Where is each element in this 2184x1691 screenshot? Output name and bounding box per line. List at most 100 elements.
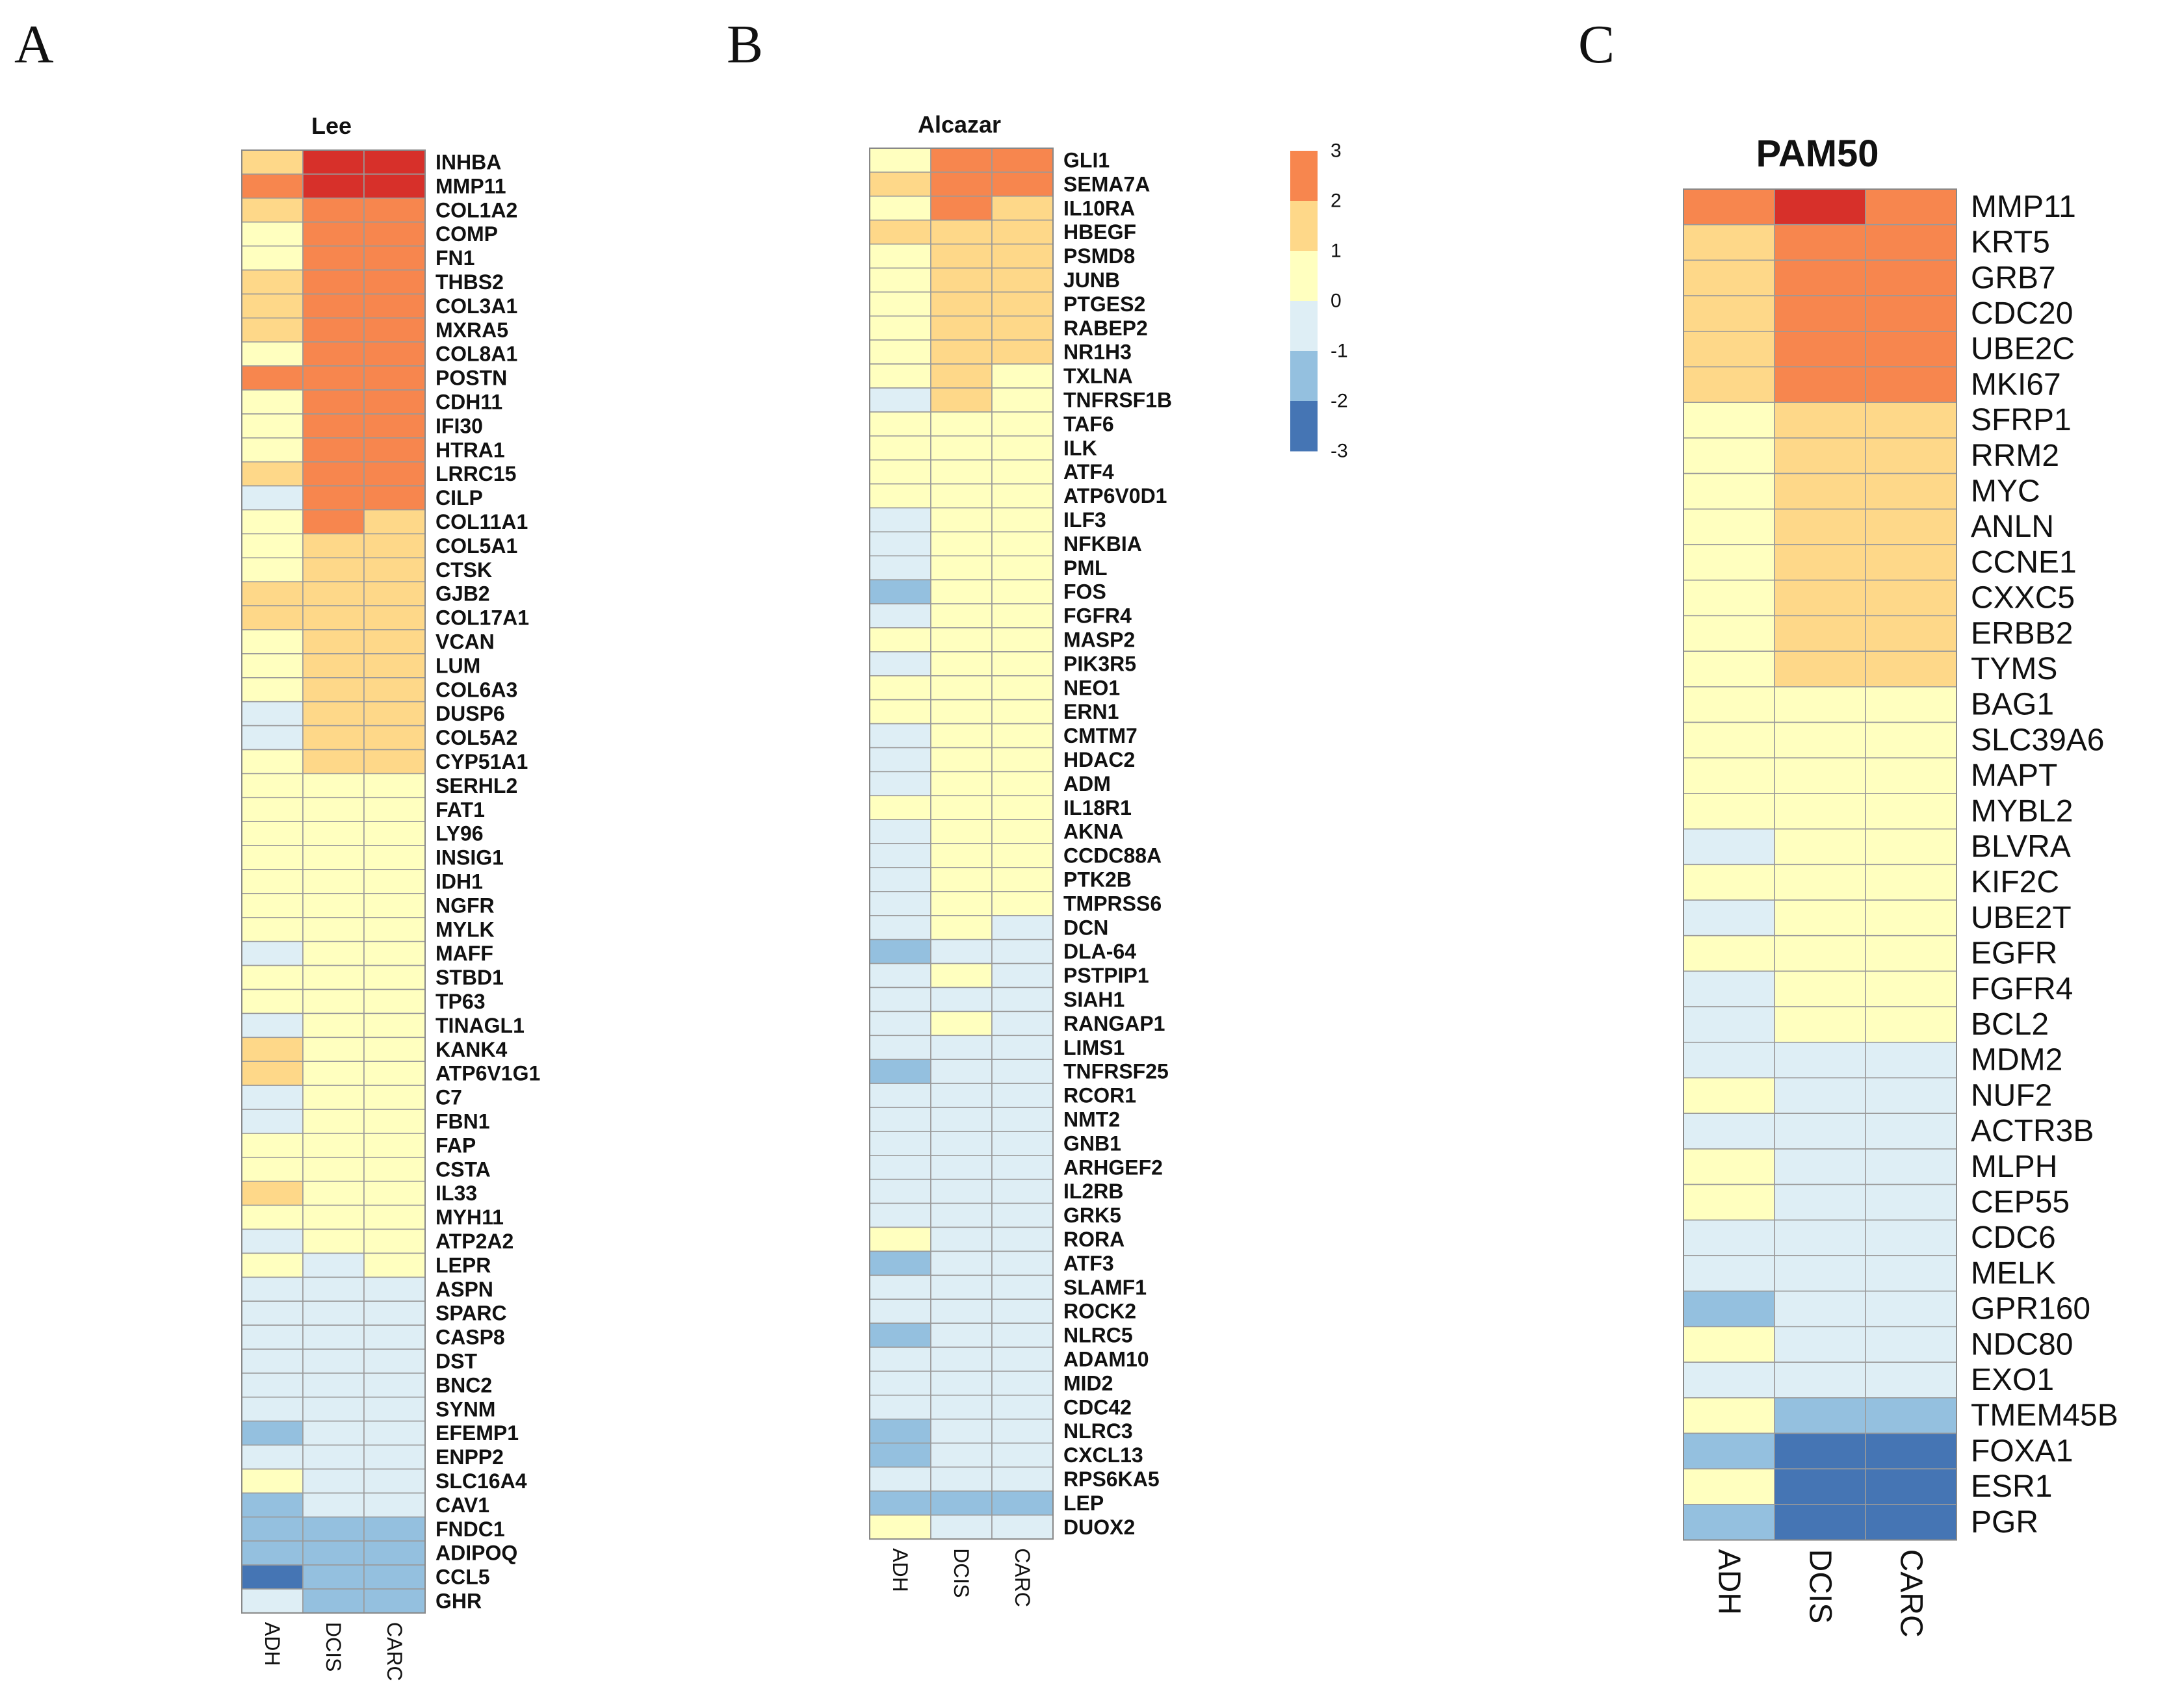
heatmap-cell	[1683, 402, 1775, 439]
heatmap-cell	[869, 172, 931, 197]
heatmap-cell	[869, 315, 931, 341]
legend-tick-label: 2	[1331, 190, 1342, 212]
heatmap-cell	[363, 677, 426, 703]
gene-label: LY96	[436, 822, 484, 846]
gene-label: TMPRSS6	[1063, 892, 1162, 915]
heatmap-cell	[241, 1133, 304, 1158]
heatmap-cell	[869, 915, 931, 940]
heatmap-cell	[991, 843, 1054, 868]
heatmap-cell	[241, 1109, 304, 1134]
heatmap-cell	[1865, 366, 1957, 404]
column-label: DCIS	[322, 1622, 345, 1672]
heatmap-cell	[363, 293, 426, 319]
heatmap-cell	[1683, 544, 1775, 581]
heatmap-cell	[869, 675, 931, 701]
gene-label: NMT2	[1063, 1107, 1120, 1131]
heatmap-cell	[363, 1133, 426, 1158]
heatmap-cell	[869, 723, 931, 749]
gene-label: BLVRA	[1971, 829, 2071, 864]
heatmap-cell	[1774, 1219, 1866, 1256]
heatmap-cell	[991, 291, 1054, 317]
heatmap-cell	[1683, 508, 1775, 545]
heatmap-cell	[363, 1588, 426, 1614]
heatmap-cell	[363, 1444, 426, 1470]
gene-label: C7	[436, 1086, 462, 1109]
heatmap-cell	[241, 964, 304, 990]
heatmap-cell	[302, 269, 365, 295]
heatmap-cell	[991, 387, 1054, 413]
gene-label: CCL5	[436, 1566, 490, 1589]
heatmap-cell	[241, 557, 304, 582]
gene-label: PTGES2	[1063, 292, 1145, 316]
gene-label: MMP11	[1971, 190, 2076, 224]
heatmap-cell	[930, 1155, 993, 1180]
heatmap-cell	[930, 1035, 993, 1061]
gene-label: MAFF	[436, 942, 493, 965]
heatmap-cell	[1683, 366, 1775, 404]
heatmap-cell	[1683, 793, 1775, 830]
gene-label: THBS2	[436, 270, 504, 294]
column-label: ADH	[889, 1548, 912, 1592]
heatmap-cell	[1865, 295, 1957, 332]
heatmap-cell	[991, 771, 1054, 797]
gene-label: ILF3	[1063, 508, 1106, 532]
heatmap-cell	[930, 1371, 993, 1396]
column-label: CARC	[1894, 1549, 1929, 1638]
gene-label: HDAC2	[1063, 748, 1135, 771]
gene-label: FOS	[1063, 580, 1106, 604]
heatmap-cell	[302, 557, 365, 582]
heatmap-cell	[991, 1202, 1054, 1228]
heatmap-cell	[363, 605, 426, 630]
heatmap-cell	[1865, 721, 1957, 759]
heatmap-cell	[363, 581, 426, 606]
heatmap-cell	[241, 1444, 304, 1470]
heatmap-cell	[241, 461, 304, 487]
heatmap-cell	[302, 581, 365, 606]
heatmap-cell	[1865, 508, 1957, 545]
heatmap-cell	[241, 1061, 304, 1086]
heatmap-cell	[930, 1059, 993, 1084]
gene-label: TINAGL1	[436, 1014, 525, 1037]
heatmap-cell	[302, 1588, 365, 1614]
gene-label: TNFRSF25	[1063, 1060, 1169, 1083]
panel-letter-b: B	[727, 14, 763, 75]
heatmap-cell	[1683, 1362, 1775, 1399]
gene-label: DLA-64	[1063, 940, 1136, 963]
gene-label: MAPT	[1971, 758, 2057, 793]
gene-label: HBEGF	[1063, 220, 1136, 244]
heatmap-cell	[241, 749, 304, 775]
heatmap-cell	[1865, 1255, 1957, 1292]
gene-label: CAV1	[436, 1493, 489, 1517]
heatmap-cell	[302, 1324, 365, 1350]
heatmap-cell	[1774, 1290, 1866, 1328]
heatmap-cell	[991, 459, 1054, 485]
gene-label: CILP	[436, 486, 483, 510]
gene-label: CMTM7	[1063, 724, 1138, 747]
heatmap-cell	[363, 773, 426, 799]
heatmap-cell	[1865, 472, 1957, 510]
gene-label: UBE2C	[1971, 332, 2075, 367]
heatmap-cell	[1865, 1326, 1957, 1363]
gene-label: NEO1	[1063, 676, 1120, 699]
heatmap-cell	[1865, 188, 1957, 226]
gene-label: TP63	[436, 990, 485, 1013]
heatmap-cell	[1865, 579, 1957, 617]
column-label: DCIS	[1803, 1549, 1838, 1624]
heatmap-cell	[869, 795, 931, 821]
heatmap-cell	[1865, 1504, 1957, 1541]
heatmap-cell	[930, 1202, 993, 1228]
heatmap-cell	[363, 1468, 426, 1494]
heatmap-cell	[302, 869, 365, 894]
heatmap-cell	[991, 1155, 1054, 1180]
gene-label: BNC2	[436, 1373, 492, 1397]
heatmap-cell	[363, 174, 426, 199]
gene-label: COL8A1	[436, 342, 517, 366]
heatmap-cell	[241, 917, 304, 942]
heatmap-cell	[302, 1420, 365, 1446]
gene-label: TXLNA	[1063, 365, 1133, 388]
heatmap-cell	[869, 747, 931, 773]
heatmap-cell	[1683, 757, 1775, 794]
heatmap-cell	[363, 149, 426, 175]
heatmap-title: Lee	[311, 112, 352, 139]
gene-label: MELK	[1971, 1256, 2056, 1291]
